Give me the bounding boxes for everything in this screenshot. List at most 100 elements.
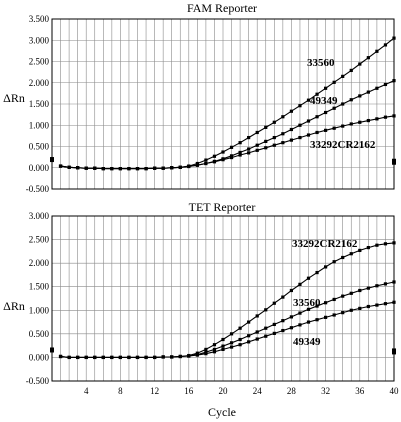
x-tick-label: 12 (150, 386, 159, 396)
data-point-33292cr2162 (366, 245, 370, 250)
data-point-33292cr2162 (306, 276, 311, 280)
x-tick-label: 24 (253, 386, 263, 396)
tet-y-tick-labels: 3.000 2.500 2.000 1.500 1.000 0.500 0.000 -0.50… (26, 211, 50, 386)
x-tick-label: 16 (184, 386, 194, 396)
tet-chart-title: TET Reporter (189, 200, 256, 214)
data-point-33292cr2162 (101, 167, 105, 171)
y-tick-label: 0.000 (29, 352, 50, 362)
data-point-33292cr2162 (341, 255, 345, 260)
y-tick-label: 2.500 (29, 235, 50, 245)
series-line-33292cr2162 (60, 242, 395, 358)
x-tick-label: 20 (219, 386, 229, 396)
data-point-33292cr2162 (264, 146, 268, 150)
data-point-33292cr2162 (195, 163, 199, 167)
data-point-33292cr2162 (161, 166, 165, 170)
data-point-33292cr2162 (204, 347, 208, 352)
data-point-33560 (349, 68, 353, 73)
data-point-33560 (221, 150, 225, 154)
data-point-49349 (272, 331, 276, 335)
data-point-49349 (289, 127, 293, 132)
data-point-49349 (264, 139, 268, 143)
data-point-33292cr2162 (324, 265, 328, 269)
fam-label-33292cr2162: 33292CR2162 (310, 139, 376, 151)
tet-label-33560: 33560 (293, 297, 321, 309)
data-point-33560 (341, 294, 345, 298)
y-tick-label: 1.000 (29, 120, 50, 130)
data-point-33292cr2162 (272, 301, 276, 305)
x-axis-label-cycle: Cycle (208, 405, 236, 419)
data-point-49349 (375, 303, 379, 307)
y-tick-label: 1.500 (29, 282, 50, 292)
data-point-33292cr2162 (383, 242, 388, 246)
data-point-49349 (341, 102, 345, 106)
series-line-33292cr2162 (60, 115, 395, 170)
y-tick-label: -0.500 (26, 184, 50, 194)
data-point-33560 (332, 80, 336, 84)
y-tick-label: 0.500 (29, 329, 50, 339)
data-point-49349 (306, 119, 311, 123)
data-point-49349 (358, 306, 362, 310)
data-point-33560 (247, 135, 251, 140)
data-point-33560 (281, 319, 285, 323)
data-point-33292cr2162 (392, 241, 396, 245)
edge-marker-left (50, 157, 54, 163)
data-point-49349 (58, 354, 63, 359)
data-point-33292cr2162 (212, 160, 217, 164)
data-point-33560 (324, 301, 328, 305)
data-point-33292cr2162 (221, 337, 225, 342)
data-point-49349 (93, 355, 97, 360)
data-point-33292cr2162 (366, 118, 370, 123)
data-point-49349 (187, 354, 191, 358)
data-point-33292cr2162 (281, 295, 285, 299)
data-point-49349 (229, 345, 234, 349)
data-point-49349 (349, 98, 353, 102)
data-point-49349 (247, 147, 251, 151)
data-point-49349 (366, 304, 370, 309)
data-point-33292cr2162 (324, 128, 328, 132)
edge-marker-right (392, 158, 396, 165)
series-line-33560 (60, 281, 395, 358)
data-point-33560 (315, 304, 319, 308)
fam-label-49349: 49349 (310, 95, 338, 107)
data-point-33292cr2162 (358, 248, 362, 253)
data-point-33560 (195, 161, 199, 166)
data-point-33292cr2162 (272, 143, 276, 147)
data-point-33560 (264, 125, 268, 129)
data-point-33560 (221, 344, 225, 348)
y-tick-label: 2.000 (29, 258, 50, 268)
data-point-49349 (144, 355, 148, 360)
data-point-49349 (255, 143, 259, 147)
tet-series (50, 241, 396, 360)
x-tick-label: 40 (390, 386, 400, 396)
data-point-49349 (383, 302, 388, 306)
x-tick-label: 8 (118, 386, 123, 396)
data-point-49349 (358, 94, 362, 98)
data-point-33292cr2162 (84, 166, 88, 170)
x-tick-label: 36 (355, 386, 365, 396)
data-point-33560 (349, 291, 353, 295)
data-point-33292cr2162 (289, 138, 293, 142)
x-tick-label: 28 (287, 386, 297, 396)
data-point-33560 (238, 141, 242, 145)
y-tick-label: 0.000 (29, 163, 50, 173)
data-point-33560 (272, 322, 276, 327)
data-point-33292cr2162 (341, 124, 345, 128)
fam-grid (51, 18, 395, 190)
data-point-33560 (392, 36, 396, 40)
data-point-33560 (383, 282, 388, 286)
fam-y-axis-label: ΔRn (3, 91, 25, 105)
data-point-33292cr2162 (229, 332, 234, 336)
data-point-49349 (161, 355, 165, 359)
data-point-49349 (118, 355, 122, 360)
data-point-49349 (195, 353, 199, 357)
data-point-49349 (127, 355, 131, 360)
data-point-49349 (101, 355, 105, 360)
data-point-49349 (383, 82, 388, 87)
y-tick-label: 2.000 (29, 78, 50, 88)
data-point-49349 (204, 352, 208, 356)
data-point-33560 (212, 347, 217, 352)
data-point-33560 (306, 98, 311, 102)
data-point-49349 (212, 350, 217, 354)
data-point-49349 (272, 135, 276, 140)
data-point-49349 (315, 115, 319, 119)
